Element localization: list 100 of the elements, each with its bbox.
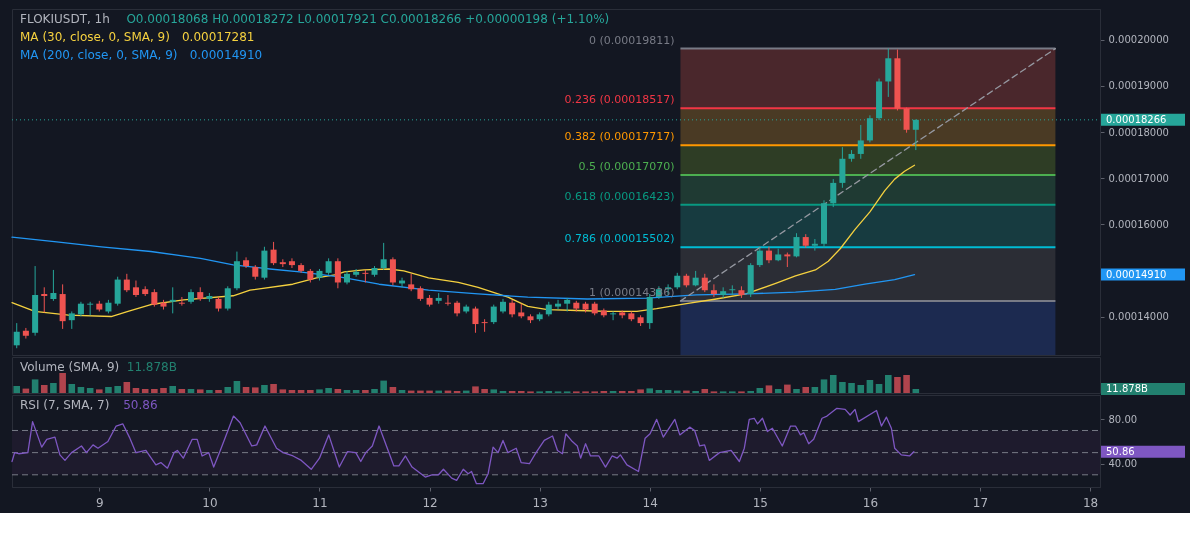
candlestick [490,304,497,325]
x-tick-label: 14 [642,495,658,510]
bar [839,382,846,393]
bar [86,388,94,393]
bar [857,385,865,393]
bar [866,380,874,393]
candlestick [793,232,800,258]
bar [151,389,158,393]
y-tick-label: 80.00 [1108,413,1138,425]
candlestick [481,318,488,333]
bar [765,385,773,393]
bar [756,388,764,393]
text: 50.86 [1106,445,1135,457]
bar [160,388,167,393]
bar [352,390,360,393]
bar [343,390,351,393]
x-tick-label: 16 [862,495,879,510]
bar [362,390,369,393]
candlestick [41,286,48,313]
bar [242,387,250,393]
bar [885,375,892,393]
candlestick [123,273,130,293]
bar [701,389,709,393]
bar [784,384,791,393]
bar [371,389,378,393]
x-tick-label: 17 [972,495,989,510]
text: MA (200, close, 0, SMA, 9) [20,48,178,62]
bar [215,390,222,393]
bar [297,390,305,393]
bar [802,387,810,393]
chart-title: Volume (SMA, 9) [20,360,120,374]
candlestick [243,256,250,269]
bar [646,388,654,393]
bar [96,389,103,393]
candlestick [701,273,708,293]
candlestick [555,299,562,311]
bar [31,379,39,393]
candlestick [288,257,295,269]
bar [178,389,186,393]
ref-line-label: 0.00018266 [1106,113,1167,125]
bar [59,373,66,393]
bar [655,390,663,393]
bar [169,386,177,393]
bar [233,381,241,393]
bar [389,387,397,393]
bar [196,389,204,393]
y-tick-label: 0.00016000 [1108,218,1169,230]
bar [894,377,901,393]
candlestick [178,296,185,307]
x-tick-label: 13 [532,495,548,510]
annotation: 0.00014910 [189,48,263,62]
candlestick [830,178,837,208]
y-tick-label: 0.00018000 [1108,126,1169,138]
bar [903,375,910,393]
bar [664,390,672,393]
text: 0.00014910 [1106,268,1167,280]
bar [875,384,883,393]
candlestick [169,286,176,314]
y-tick-label: 0.00019000 [1108,80,1169,92]
bar [334,389,342,393]
candlestick [224,285,231,312]
candlestick [885,48,892,98]
bar [829,375,837,393]
ref-line-label: 0.5 (0.00017070) [578,159,675,173]
text: 11.878B [1106,383,1148,394]
bar [270,384,277,393]
bar [77,387,85,393]
annotation: 0.00017281 [181,30,255,44]
bar [187,389,195,393]
bar [307,390,314,393]
bar [490,389,498,393]
candlestick [610,310,617,321]
bar [325,388,332,393]
candlestick [444,294,451,307]
candlestick [389,256,396,286]
bar [316,389,323,393]
bar [105,387,112,393]
ref-line-label: 0.618 (0.00016423) [564,189,675,203]
annotation: 50.86 [123,398,158,412]
bar [288,390,296,393]
bar [848,383,855,393]
bar [481,389,488,393]
candlestick [22,327,29,340]
y-tick-label: 0.00017000 [1108,172,1169,184]
bar [132,388,140,393]
x-tick-label: 18 [1082,495,1099,510]
ref-line-label: 0 (0.00019811) [588,33,675,47]
y-tick-label: 40.00 [1108,458,1138,470]
bar [13,386,21,393]
bar [141,389,149,393]
chart-title: RSI (7, SMA, 7) [20,398,110,412]
text: MA (30, close, 0, SMA, 9) [20,30,170,44]
y-tick-label: 0.00014000 [1108,311,1169,322]
bar [380,380,387,393]
ref-line-label: 0.786 (0.00015502) [564,232,675,246]
candlestick [729,284,736,296]
bar [261,385,268,393]
candlestick [132,280,139,298]
bar [637,389,644,393]
candlestick [857,124,864,160]
